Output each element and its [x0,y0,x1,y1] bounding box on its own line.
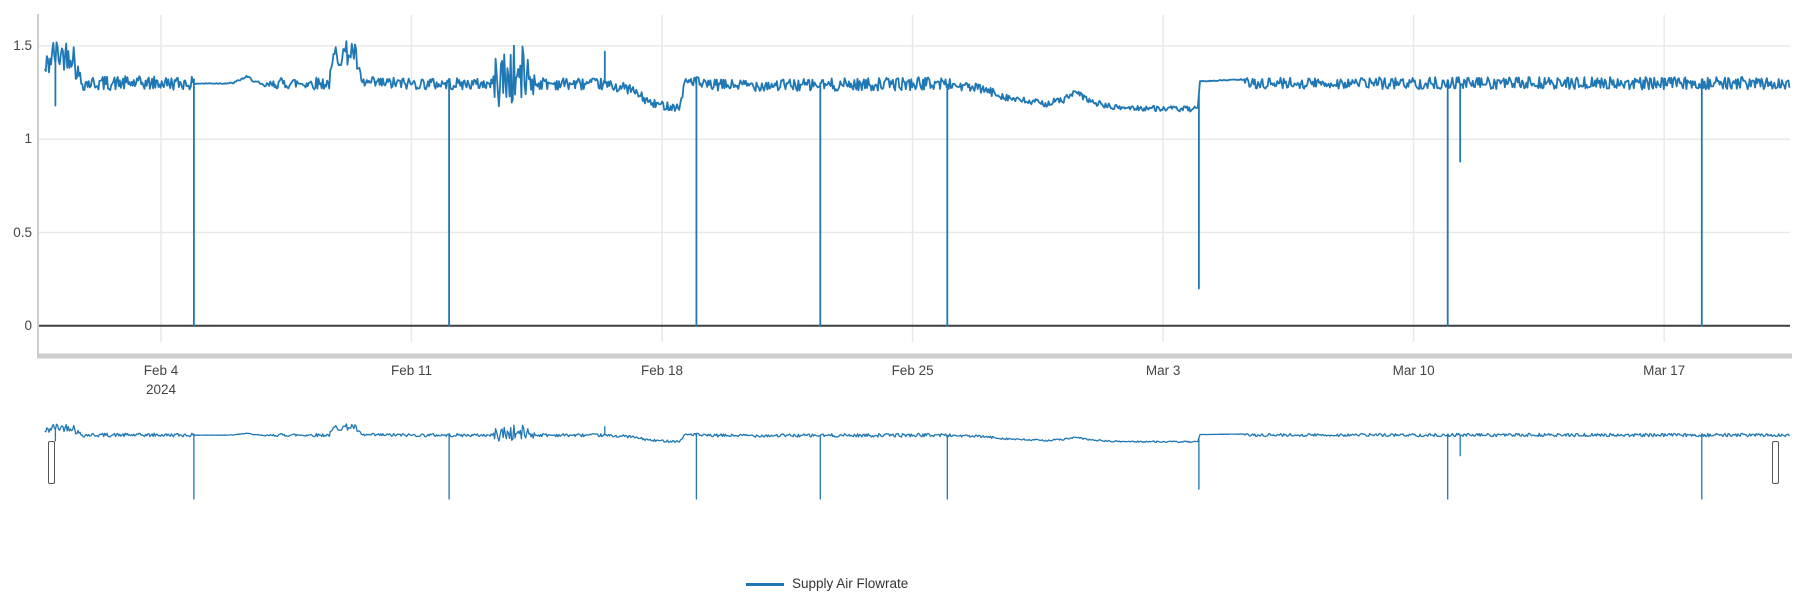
x-tick-label: Feb 25 [891,363,934,378]
y-tick-label: 1.5 [13,37,32,53]
y-tick-label: 0 [24,317,32,333]
axis-lines [37,14,1792,359]
x-tick-label: Feb 18 [641,363,684,378]
rangeslider-left-handle[interactable] [48,440,55,484]
x-axis-bar [37,353,1792,359]
legend-line-swatch [746,582,784,586]
x-tick-label: Feb 11 [391,363,433,378]
x-tick-label: Feb 4 [143,363,179,378]
rangeslider-series-line [44,423,1790,500]
legend-item-supply-air-flowrate[interactable]: Supply Air Flowrate [746,575,908,593]
y-tick-label: 1 [24,131,32,147]
supply-air-flowrate-line [43,40,1791,327]
rangeslider-right-handle[interactable] [1772,440,1779,484]
legend-label: Supply Air Flowrate [792,576,909,591]
x-tick-label: Mar 17 [1643,363,1686,378]
x-tick-label: Mar 10 [1392,363,1435,378]
y-tick-label: 0.5 [13,224,32,240]
main-plot-drag-area[interactable] [39,15,1790,354]
horizontal-gridlines [39,45,1790,234]
vertical-gridlines [160,15,1665,342]
rangeslider[interactable] [39,418,1790,505]
legend: Supply Air Flowrate [746,575,908,593]
x-tick-year-label: 2024 [145,382,177,397]
supply-air-flowrate-mini-line [44,423,1790,500]
main-series-line [43,40,1791,327]
x-tick-label: Mar 3 [1145,363,1181,378]
